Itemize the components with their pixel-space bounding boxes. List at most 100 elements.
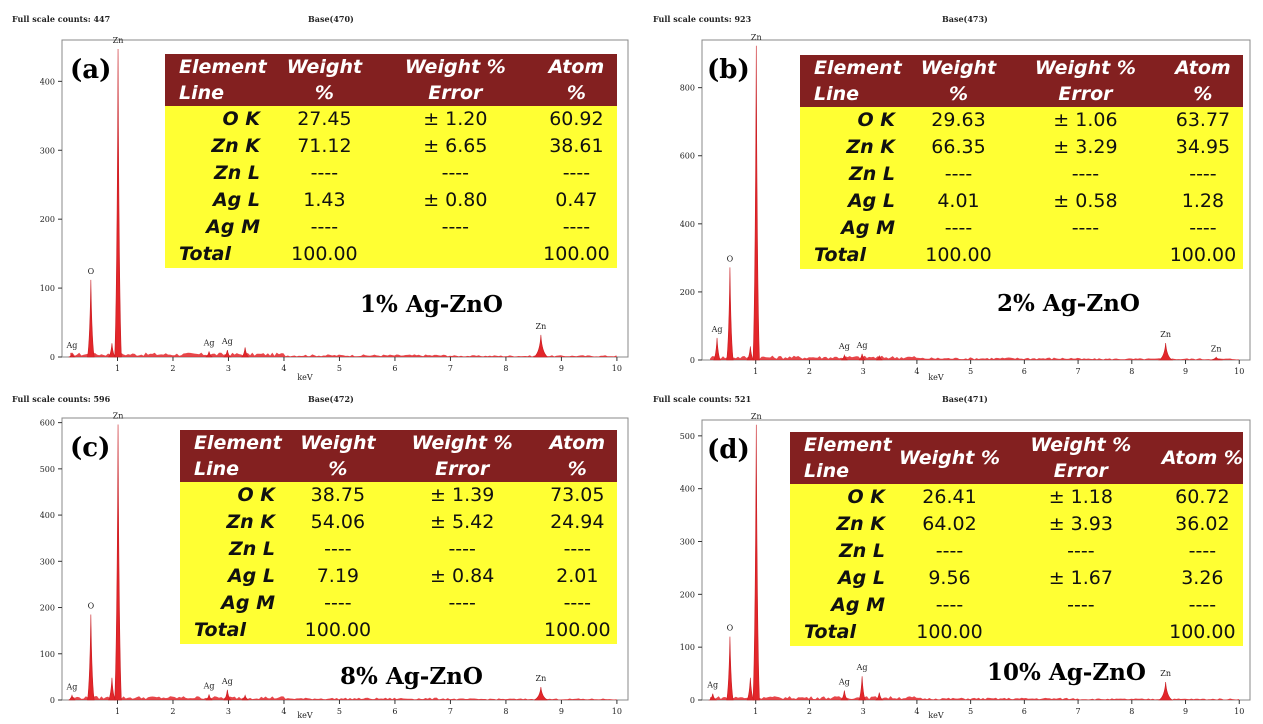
full-scale-counts: Full scale counts: 596 — [12, 394, 111, 404]
peak-label: O — [88, 601, 95, 610]
cell: O K — [790, 484, 899, 511]
cell: Zn K — [165, 133, 274, 160]
peak-label: Ag — [221, 677, 233, 686]
panel-tag: (b) — [707, 55, 750, 85]
cell: ± 3.29 — [1007, 134, 1163, 161]
cell: Ag L — [800, 188, 909, 215]
y-tick-label: 200 — [680, 590, 695, 599]
x-tick-label: 8 — [503, 364, 508, 373]
table-row: Total 100.00 100.00 — [800, 242, 1243, 269]
peak-label: Zn — [1211, 344, 1222, 353]
table-row: Ag M ---- ---- ---- — [800, 215, 1243, 242]
cell: 100.00 — [909, 242, 1008, 269]
cell: ---- — [289, 590, 387, 617]
x-tick-label: 5 — [337, 364, 342, 373]
eds-spectrum-c: 0 100 200 300 400 500 600 1 2 3 4 5 6 7 8 9 10 keV O Zn Ag Ag… — [40, 411, 629, 720]
spectrum-peak — [875, 354, 883, 361]
spectrum-peak — [68, 353, 76, 358]
x-tick-label: 9 — [1183, 367, 1188, 376]
y-tick-label: 0 — [690, 696, 695, 705]
y-tick-label: 0 — [50, 353, 55, 362]
cell: 0.47 — [535, 187, 617, 214]
cell: ---- — [535, 160, 617, 187]
x-tick-label: 1 — [115, 364, 120, 373]
peak-label: Ag — [203, 681, 215, 690]
full-scale-counts: Full scale counts: 923 — [653, 14, 752, 24]
cell: ---- — [289, 536, 387, 563]
cell — [1007, 242, 1163, 269]
table-row: Total 100.00 100.00 — [165, 241, 617, 268]
peak-label: Ag — [66, 682, 78, 691]
x-tick-label: 2 — [807, 707, 812, 716]
cell: 38.75 — [289, 482, 387, 509]
spectrum-peak — [875, 692, 884, 701]
cell: O K — [180, 482, 289, 509]
sample-label: 8% Ag-ZnO — [340, 663, 483, 690]
x-tick-label: 5 — [968, 707, 973, 716]
x-tick-label: 2 — [170, 364, 175, 373]
spectrum-peak — [68, 694, 76, 701]
cell: ---- — [909, 215, 1008, 242]
x-tick-label: 6 — [1022, 707, 1027, 716]
peak-label: Zn — [113, 36, 124, 45]
eds-panel-b: Full scale counts: 923 Base(473) 0 200 400… — [645, 0, 1263, 390]
y-tick-label: 400 — [680, 485, 695, 494]
table-row: Ag M ---- ---- ---- — [165, 214, 617, 241]
cell: ± 0.84 — [386, 563, 538, 590]
cell: Total — [180, 617, 289, 644]
cell: 1.28 — [1162, 188, 1243, 215]
spectrum-peak — [240, 347, 250, 358]
spectrum-peak — [858, 676, 866, 701]
y-tick-label: 500 — [40, 465, 55, 474]
x-tick-label: 7 — [1076, 707, 1081, 716]
cell: Ag M — [800, 215, 909, 242]
sample-label: 2% Ag-ZnO — [997, 290, 1140, 317]
cell: 7.19 — [289, 563, 387, 590]
col-header-weight: Weight % — [899, 432, 1000, 484]
spectrum-peak — [1158, 342, 1174, 361]
table-row: O K 29.63 ± 1.06 63.77 — [800, 107, 1243, 134]
spectrum-peak — [713, 337, 721, 361]
cell: ---- — [1007, 161, 1163, 188]
peak-label: O — [88, 267, 95, 276]
spectrum-peak — [205, 694, 213, 701]
cell: 1.43 — [274, 187, 375, 214]
cell: ---- — [1161, 538, 1243, 565]
x-tick-label: 4 — [281, 364, 286, 373]
cell: 71.12 — [274, 133, 375, 160]
peak-label: Ag — [706, 681, 718, 690]
peak-label: Ag — [838, 677, 850, 686]
col-header-element: Element Line — [165, 54, 274, 106]
eds-spectrum-d: 0 100 200 300 400 500 1 2 3 4 5 6 7 8 9 10 keV O Zn Ag Ag Ag Z… — [680, 412, 1251, 720]
peak-label: Zn — [751, 33, 762, 42]
cell: 54.06 — [289, 509, 387, 536]
eds-panel-d: Full scale counts: 521 Base(471) 0 100 200… — [645, 390, 1263, 724]
spectrum-peak — [107, 343, 116, 358]
y-tick-label: 100 — [40, 284, 55, 293]
col-header-atom: Atom % — [1162, 55, 1243, 107]
panel-tag: (c) — [70, 433, 110, 463]
x-tick-label: 5 — [337, 707, 342, 716]
col-header-element: Element Line — [180, 430, 289, 482]
col-header-weight: Weight % — [274, 54, 375, 106]
spectrum-peak — [746, 677, 755, 701]
y-tick-label: 600 — [40, 419, 55, 428]
eds-table-d: Element Line Weight % Weight % Error Ato… — [790, 432, 1243, 646]
peak-label: Ag — [856, 663, 868, 672]
spectrum-peak — [840, 690, 849, 701]
full-scale-counts: Full scale counts: 447 — [12, 14, 111, 24]
peak-label: Zn — [751, 412, 762, 421]
cell: ---- — [374, 160, 536, 187]
col-header-atom: Atom % — [537, 430, 617, 482]
table-header-row: Element Line Weight % Weight % Error Ato… — [800, 55, 1243, 107]
table-row: Zn L ---- ---- ---- — [165, 160, 617, 187]
y-tick-label: 400 — [40, 511, 55, 520]
table-row: O K 26.41 ± 1.18 60.72 — [790, 484, 1243, 511]
peak-label: Zn — [1160, 330, 1171, 339]
cell: 60.72 — [1161, 484, 1243, 511]
peak-label: Ag — [711, 325, 723, 334]
table-row: Ag L 7.19 ± 0.84 2.01 — [180, 563, 617, 590]
cell: ± 1.39 — [386, 482, 538, 509]
x-tick-label: 7 — [448, 707, 453, 716]
base-label: Base(473) — [942, 14, 988, 24]
